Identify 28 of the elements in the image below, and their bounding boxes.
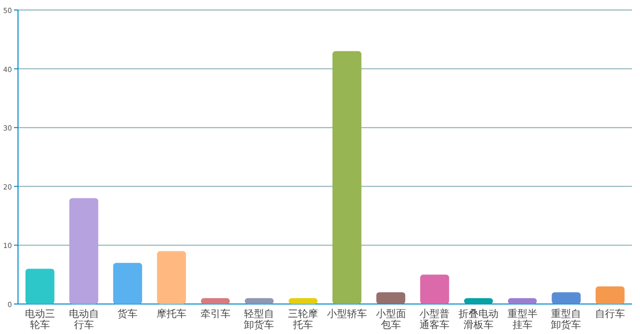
bar — [25, 268, 54, 304]
x-tick-label: 电动自行车 — [68, 308, 99, 331]
x-tick-label: 小型面包车 — [376, 308, 406, 331]
bar — [508, 298, 537, 304]
bar — [596, 286, 625, 304]
x-tick-label: 牵引车 — [200, 308, 230, 320]
x-tick-label: 三轮摩托车 — [288, 308, 318, 331]
bar — [552, 292, 581, 304]
x-tick-label: 摩托车 — [156, 308, 186, 320]
x-tick-label: 自行车 — [595, 308, 626, 320]
bar — [464, 298, 493, 304]
x-tick-label: 折叠电动滑板车 — [458, 308, 498, 331]
bar — [420, 274, 450, 304]
x-tick-label: 轻型自卸货车 — [244, 308, 274, 331]
bar — [157, 251, 186, 304]
x-tick-label: 重型半挂车 — [507, 308, 538, 331]
bar — [69, 198, 98, 304]
bar — [332, 51, 362, 304]
bar — [376, 292, 406, 304]
x-tick-label: 电动三轮车 — [24, 308, 55, 331]
bar — [288, 298, 318, 304]
x-tick-label: 货车 — [118, 308, 138, 320]
bar — [113, 262, 142, 304]
x-tick-label: 小型轿车 — [326, 308, 367, 320]
x-tick-label: 小型普通客车 — [420, 308, 450, 331]
bar — [200, 298, 230, 304]
x-tick-label: 重型自卸货车 — [551, 308, 582, 331]
bar — [244, 298, 274, 304]
